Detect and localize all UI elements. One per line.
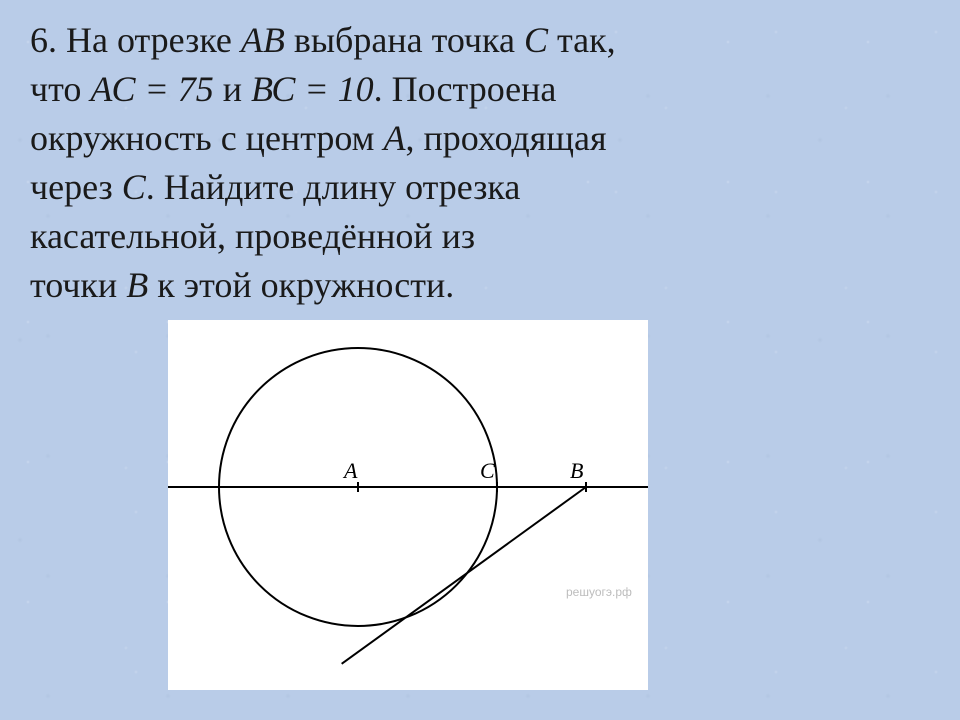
label-a: A: [342, 458, 358, 483]
point-a: А: [383, 118, 405, 158]
problem-number: 6.: [30, 20, 66, 60]
geometry-diagram: A C B решуогэ.рф: [168, 320, 648, 690]
text: касательной, проведённой из: [30, 216, 475, 256]
problem-text: 6. На отрезке АВ выбрана точка С так, чт…: [30, 16, 930, 310]
text: , проходящая: [405, 118, 606, 158]
ac-eq: АС = 75: [90, 69, 213, 109]
text: через: [30, 167, 122, 207]
text: точки: [30, 265, 126, 305]
point-c2: С: [122, 167, 146, 207]
text: На отрезке: [66, 20, 241, 60]
point-b: В: [126, 265, 148, 305]
text: что: [30, 69, 90, 109]
text: . Найдите длину отрезка: [146, 167, 521, 207]
segment-ab: АВ: [241, 20, 285, 60]
text: так,: [548, 20, 616, 60]
text: . Построена: [374, 69, 557, 109]
label-c: C: [480, 458, 495, 483]
text: окружность с центром: [30, 118, 383, 158]
figure-panel: A C B решуогэ.рф: [168, 320, 648, 690]
tangent-line: [342, 487, 586, 664]
label-b: B: [570, 458, 583, 483]
point-c: С: [524, 20, 548, 60]
bc-eq: ВС = 10: [251, 69, 374, 109]
text: выбрана точка: [285, 20, 524, 60]
text: к этой окружности.: [148, 265, 454, 305]
watermark: решуогэ.рф: [566, 585, 632, 599]
text: и: [214, 69, 251, 109]
